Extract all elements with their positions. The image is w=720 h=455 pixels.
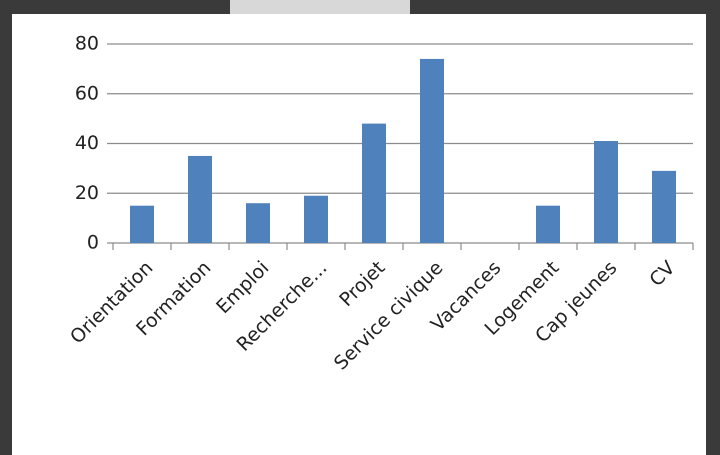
bar — [188, 155, 212, 243]
bar — [420, 58, 444, 243]
bar — [246, 203, 270, 243]
bar — [652, 170, 676, 243]
bar — [594, 141, 618, 243]
y-tick-label: 60 — [75, 82, 99, 104]
background-photo — [230, 0, 410, 14]
chart-panel — [12, 14, 706, 455]
y-tick-label: 20 — [75, 182, 99, 204]
bar — [304, 195, 328, 243]
y-tick-label: 40 — [75, 132, 99, 154]
y-tick-label: 0 — [87, 232, 99, 254]
bar — [362, 123, 386, 243]
y-tick-label: 80 — [75, 33, 99, 55]
bar — [536, 205, 560, 243]
bar — [130, 205, 154, 243]
